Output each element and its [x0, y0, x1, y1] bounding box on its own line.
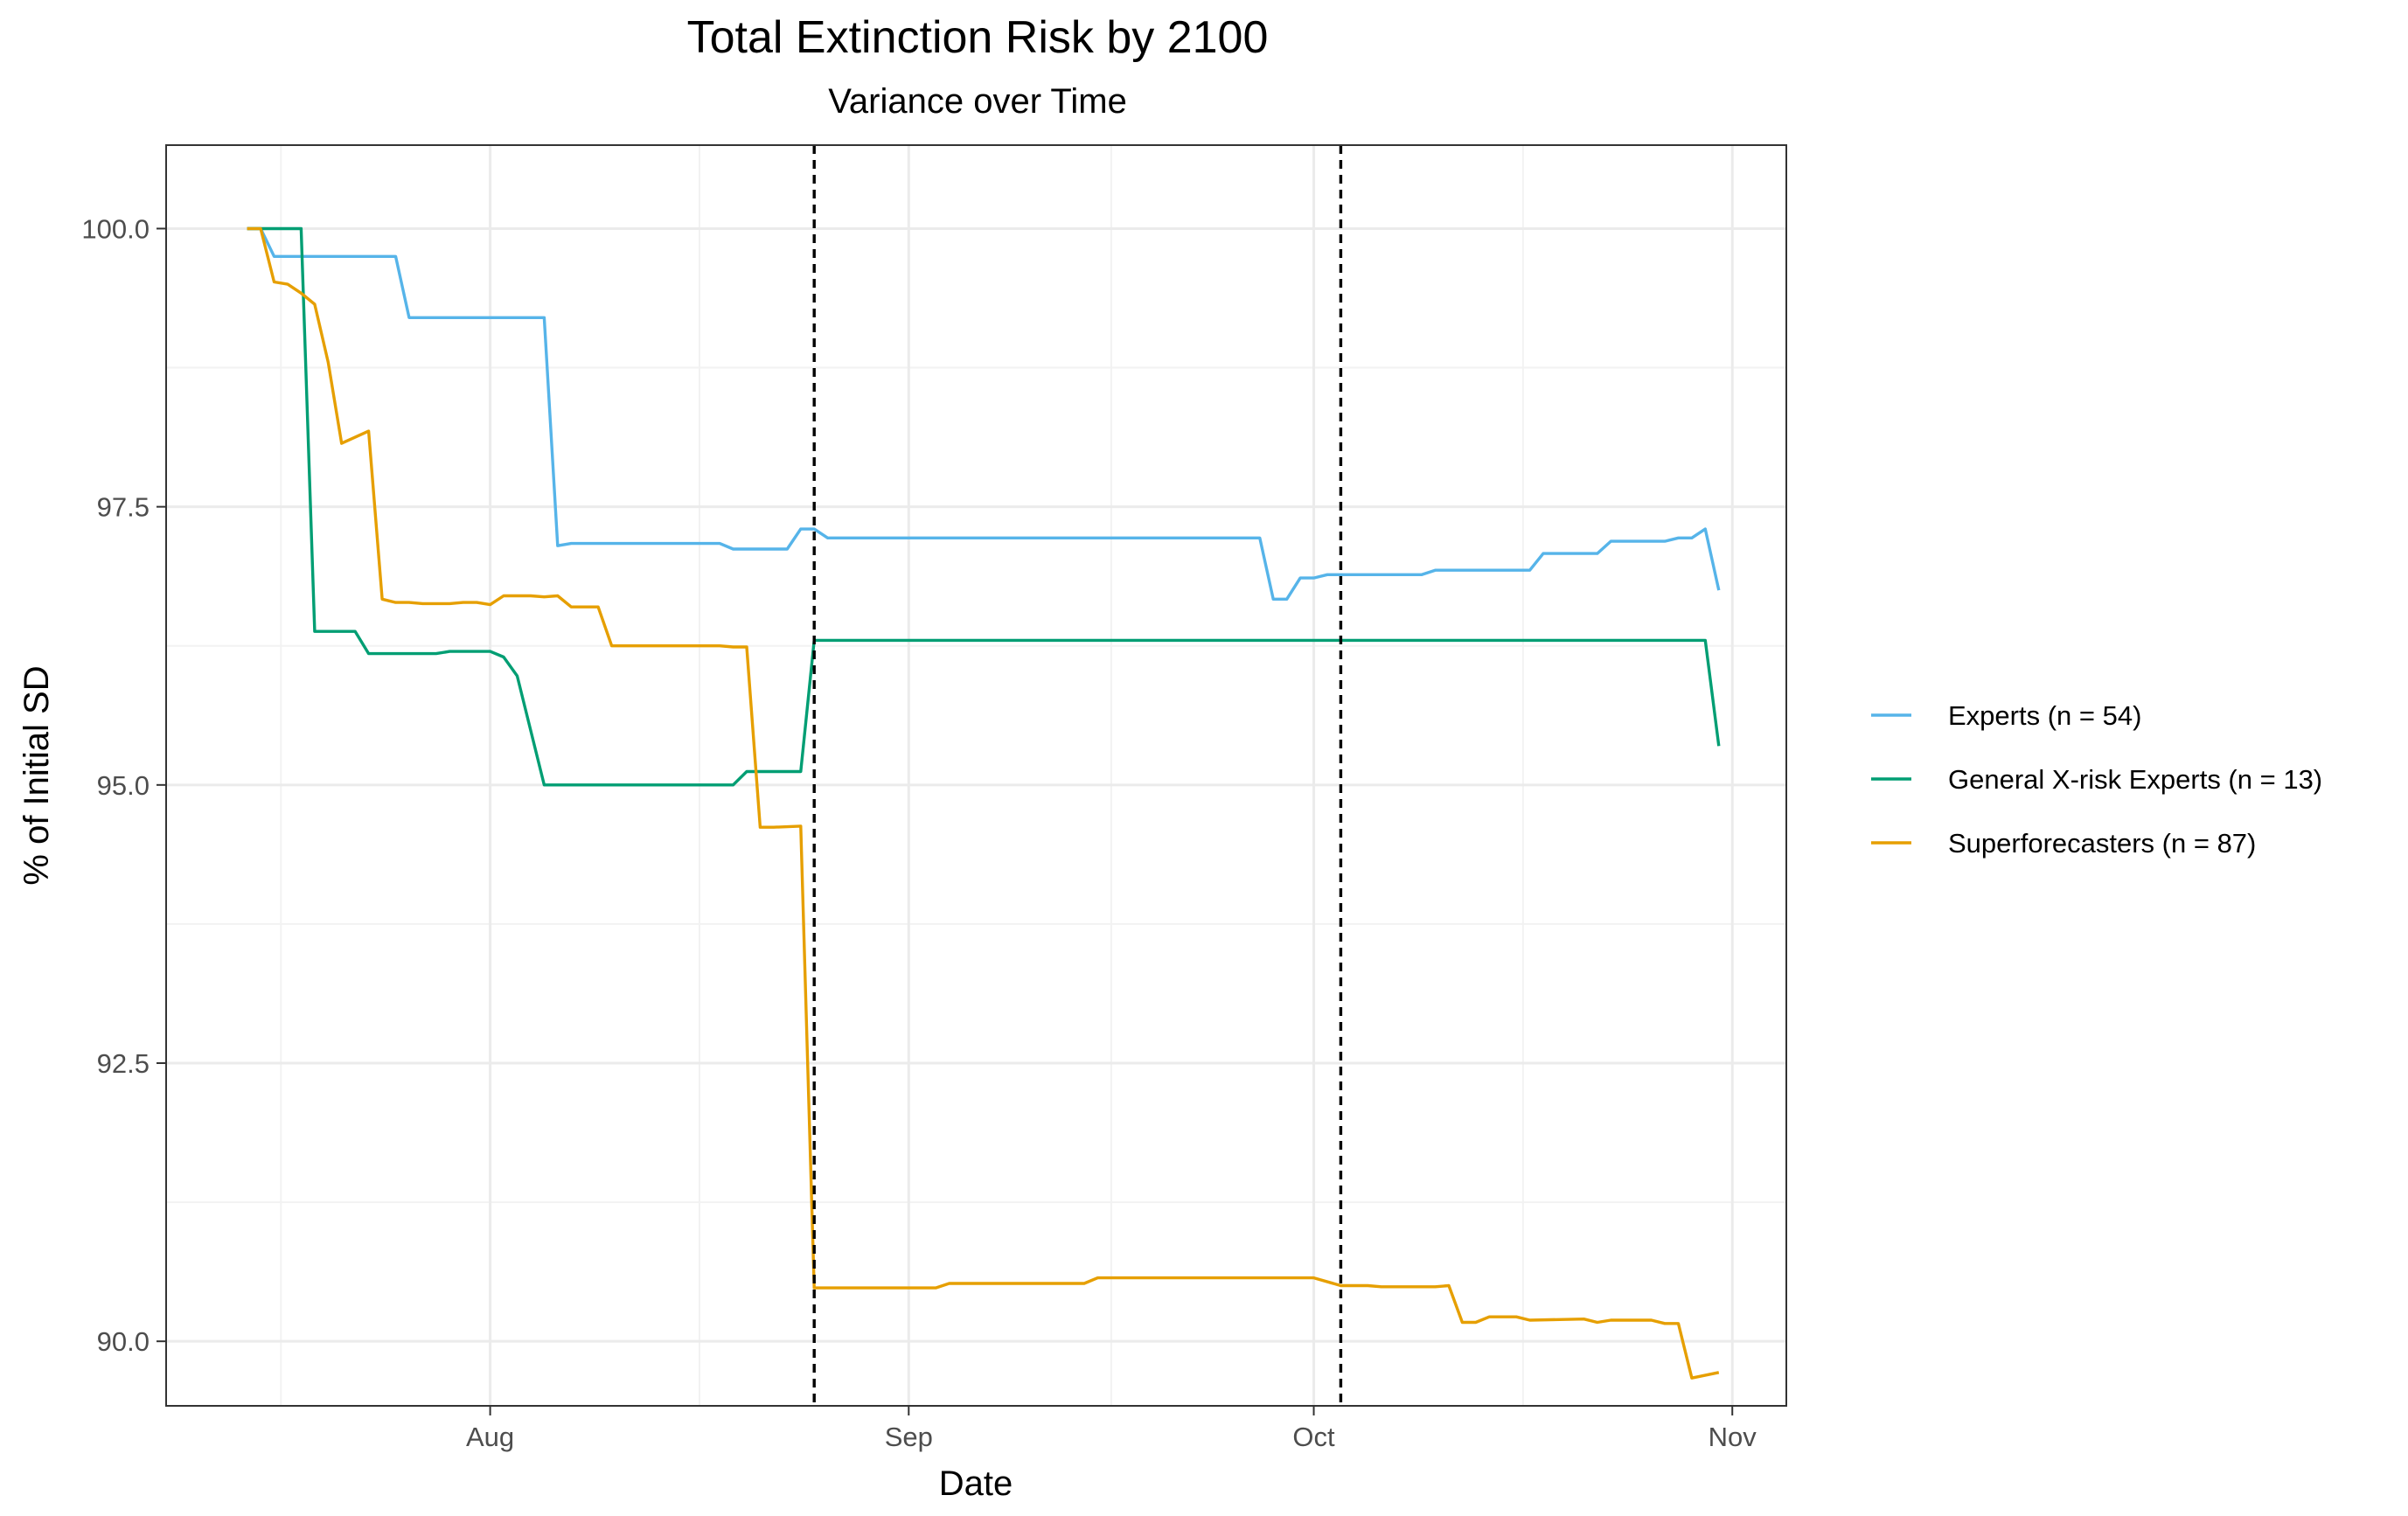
- legend-label: Superforecasters (n = 87): [1948, 828, 2256, 859]
- plot-panel: [165, 144, 1787, 1407]
- y-tick-label: 97.5: [97, 492, 150, 523]
- series-layer: [247, 226, 1721, 1380]
- y-tick-label: 100.0: [81, 213, 150, 244]
- y-tick-label: 92.5: [97, 1048, 150, 1079]
- x-axis-title: Date: [939, 1464, 1013, 1503]
- vline-layer: [812, 145, 1343, 1406]
- x-tick-label: Aug: [466, 1422, 514, 1452]
- x-tick-label: Oct: [1292, 1422, 1335, 1452]
- grid-major: [166, 145, 1786, 1406]
- x-tick-label: Sep: [885, 1422, 933, 1452]
- legend: Experts (n = 54) General X-risk Experts (…: [1871, 700, 2322, 859]
- chart-subtitle: Variance over Time: [828, 82, 1127, 121]
- legend-label: Experts (n = 54): [1948, 700, 2141, 731]
- grid-minor: [166, 145, 1786, 1406]
- series-line-1: [247, 226, 1721, 787]
- legend-label: General X-risk Experts (n = 13): [1948, 764, 2322, 795]
- series-line-2: [247, 226, 1720, 1380]
- x-axis: Aug Sep Oct Nov: [466, 1406, 1757, 1452]
- y-axis-title: % of Initial SD: [17, 665, 56, 885]
- x-tick-label: Nov: [1709, 1422, 1757, 1452]
- plot-border: [165, 144, 1787, 1407]
- chart-title: Total Extinction Risk by 2100: [687, 12, 1269, 63]
- y-tick-label: 90.0: [97, 1326, 150, 1357]
- y-axis: 90.0 92.5 95.0 97.5 100.0: [81, 213, 166, 1357]
- series-line-0: [247, 226, 1721, 601]
- plot-background: [166, 145, 1786, 1406]
- y-tick-label: 95.0: [97, 770, 150, 801]
